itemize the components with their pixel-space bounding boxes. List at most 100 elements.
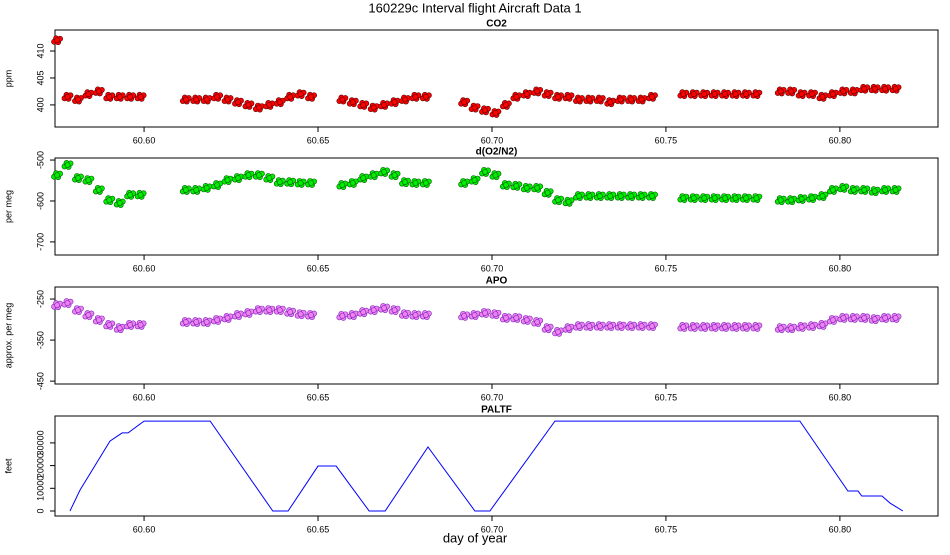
data-point [777,197,784,204]
data-point [544,91,551,98]
data-point [565,93,572,100]
data-point [402,311,408,318]
data-point [203,96,210,103]
data-point [576,96,582,103]
data-point [523,91,530,98]
data-point [809,91,815,98]
data-point [892,187,899,193]
data-point [830,91,836,98]
data-point [224,315,231,321]
data-point [607,99,614,106]
data-point [391,307,398,314]
data-point [576,193,582,199]
data-point [287,309,294,316]
data-point [349,312,356,318]
data-point [850,315,857,321]
data-point [638,323,645,330]
data-point [701,195,708,202]
data-point [422,312,429,318]
data-point [722,195,728,202]
data-point [819,321,826,328]
data-point [95,187,102,193]
data-point [391,99,398,106]
x-tick-label: 60.65 [307,524,330,534]
data-point [471,177,478,184]
data-point [349,99,356,106]
data-point [482,107,488,114]
data-point [276,99,283,106]
data-point [461,99,468,106]
data-point [628,323,635,330]
data-point [245,172,252,179]
data-point [75,175,81,181]
data-point [871,316,878,323]
plot-frame [54,415,939,517]
data-point [743,195,749,202]
data-point [214,317,221,323]
data-point [482,169,488,175]
data-point [54,172,60,179]
data-point [85,312,92,318]
data-point [680,195,687,202]
data-point [85,177,92,184]
data-point [116,325,123,332]
data-point [339,96,346,103]
data-point [607,193,614,199]
data-point [502,315,509,321]
data-point [798,196,805,202]
data-point [638,96,645,103]
data-point [743,91,749,98]
data-point [127,191,134,198]
y-axis-label: approx. per meg [3,303,13,369]
y-tick-label: 400 [35,97,45,112]
data-point [492,110,499,116]
data-point [861,315,868,321]
data-point [95,317,102,323]
data-point [203,319,210,325]
data-line [69,420,904,512]
data-point [422,93,429,100]
data-point [850,187,857,193]
x-tick-label: 60.70 [481,135,504,145]
data-point [690,91,697,98]
panel-title: APO [486,276,508,287]
x-tick-label: 60.75 [655,135,678,145]
data-point [638,193,645,199]
data-point [871,188,878,195]
data-point [732,324,739,330]
y-tick-label: 10000 [35,476,45,501]
data-point [788,88,795,95]
data-point [576,323,582,330]
plot-frame [54,286,939,385]
data-point [255,307,262,314]
data-point [649,193,655,199]
data-point [266,175,273,181]
page-title: 160229c Interval flight Aircraft Data 1 [368,0,581,15]
data-point [840,315,847,321]
y-tick-label: 20000 [35,453,45,478]
data-point [471,312,478,318]
data-point [711,195,718,202]
data-point [360,102,367,108]
y-tick-label: -250 [35,290,45,308]
data-point [137,321,144,328]
data-point [412,180,419,186]
data-point [628,193,635,199]
data-point [224,177,231,184]
data-point [743,324,749,330]
data-point [308,180,314,186]
data-point [680,91,687,98]
data-point [830,317,836,323]
data-point [391,172,398,179]
data-point [596,193,603,199]
y-axis-label: per meg [3,190,13,223]
data-point [788,325,795,332]
data-point [297,91,304,98]
data-point [203,184,210,191]
x-tick-label: 60.80 [829,263,852,273]
data-point [840,184,847,191]
x-tick-label: 60.65 [307,263,330,273]
data-point [565,198,572,205]
data-point [607,323,614,330]
data-point [555,197,561,204]
